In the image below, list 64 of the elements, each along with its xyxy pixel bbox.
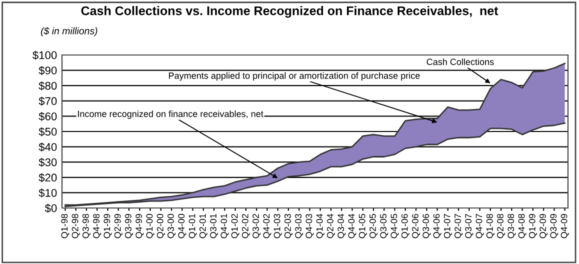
x-tick-label: Q1-09	[528, 214, 537, 238]
x-tick-label: Q3-03	[295, 214, 304, 238]
x-tick-label: Q3-06	[422, 214, 431, 238]
x-tick-label: Q1-08	[486, 214, 494, 238]
y-tick-label: $60	[38, 112, 57, 121]
x-tick-label: Q3-08	[508, 214, 516, 238]
y-tick-label: $50	[38, 127, 57, 136]
x-tick-label: Q4-06	[433, 214, 442, 238]
annotation: Payments applied to principal or amortization of purchase price	[169, 72, 420, 81]
x-tick-label: Q3-00	[168, 214, 176, 238]
x-tick-label: Q4-04	[348, 214, 356, 238]
x-tick-label: Q2-98	[72, 214, 80, 238]
y-tick-label: $100	[32, 50, 57, 60]
x-tick-label: Q2-05	[369, 214, 378, 238]
y-tick-label: $80	[38, 81, 57, 90]
y-tick-label: $30	[38, 158, 57, 167]
x-tick-label: Q2-04	[326, 214, 335, 238]
x-tick-label: Q1-04	[316, 214, 324, 238]
x-tick-label: Q4-07	[476, 214, 484, 238]
x-tick-label: Q4-99	[136, 214, 144, 238]
x-tick-label: Q4-01	[220, 214, 229, 238]
x-tick-label: Q3-09	[550, 214, 558, 238]
annotation: Income recognized on finance receivables, net	[78, 110, 264, 119]
x-tick-label: Q2-09	[540, 214, 548, 238]
x-tick-label: Q4-03	[306, 214, 314, 238]
x-tick-label: Q4-05	[390, 214, 399, 238]
x-tick-label: Q4-98	[93, 214, 102, 238]
x-tick-label: Q2-02	[242, 214, 250, 238]
y-tick-label: $20	[38, 173, 57, 182]
x-tick-label: Q4-09	[560, 214, 569, 238]
x-tick-label: Q1-01	[188, 214, 197, 238]
x-tick-label: Q1-99	[104, 214, 112, 238]
y-tick-label: $90	[38, 66, 57, 76]
x-tick-label: Q3-07	[465, 214, 474, 238]
x-tick-label: Q2-06	[412, 214, 420, 238]
x-tick-label: Q4-08	[518, 214, 526, 238]
annotation: Cash Collections	[426, 58, 494, 66]
x-tick-label: Q1-05	[358, 214, 367, 238]
y-tick-label: $70	[38, 96, 57, 106]
x-tick-label: Q1-02	[231, 214, 240, 238]
x-tick-label: Q3-99	[125, 214, 134, 238]
x-tick-label: Q2-07	[454, 214, 463, 238]
x-tick-label: Q3-02	[252, 214, 261, 238]
x-tick-label: Q3-05	[380, 214, 388, 238]
x-tick-label: Q2-08	[497, 214, 506, 238]
x-tick-label: Q1-07	[444, 214, 452, 238]
y-tick-label: $40	[38, 142, 57, 152]
x-tick-label: Q3-04	[338, 214, 346, 238]
x-tick-label: Q2-00	[156, 214, 165, 238]
x-tick-label: Q2-03	[284, 214, 292, 238]
chart-title: Cash Collections vs. Income Recognized on Finance Receivables, net	[81, 6, 498, 18]
x-tick-label: Q1-98	[61, 214, 70, 238]
x-tick-label: Q4-00	[178, 214, 186, 238]
x-tick-label: Q1-06	[401, 214, 410, 238]
x-tick-label: Q2-99	[114, 214, 122, 238]
x-tick-label: Q3-98	[82, 214, 90, 238]
x-tick-label: Q4-02	[263, 214, 272, 238]
x-tick-label: Q1-03	[274, 214, 282, 238]
chart-subtitle: ($ in millions)	[40, 27, 98, 36]
x-tick-label: Q2-01	[199, 214, 208, 238]
y-tick-label: $10	[38, 188, 57, 198]
y-tick-label: $0	[44, 204, 57, 213]
x-tick-label: Q1-00	[146, 214, 154, 238]
x-tick-label: Q3-01	[210, 214, 218, 238]
